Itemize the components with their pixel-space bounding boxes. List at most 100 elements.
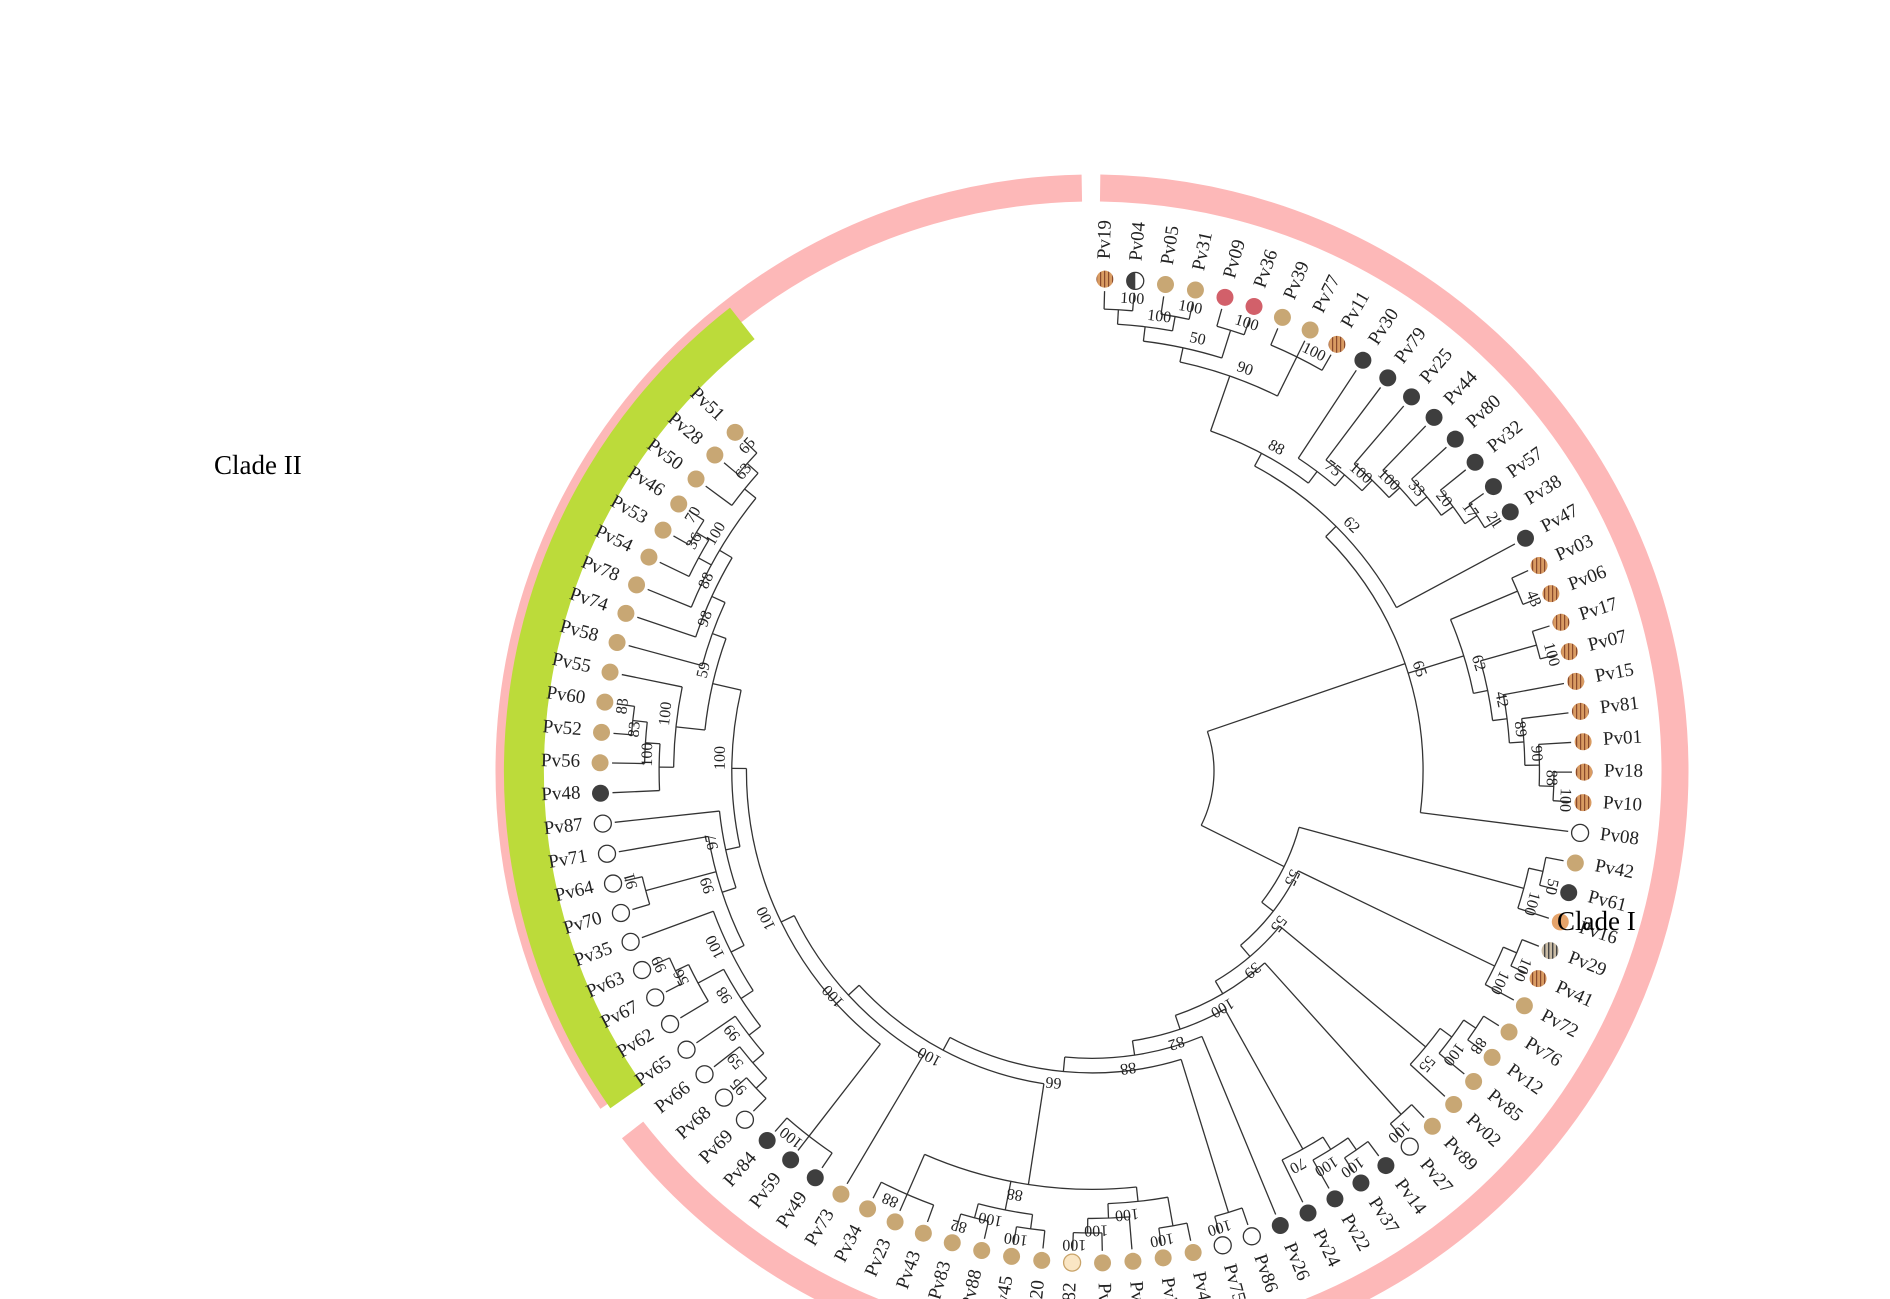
tip-marker [640,548,658,566]
tip-label: Pv24 [1308,1226,1344,1271]
branch-line [1201,1036,1277,1215]
tip-pv45: Pv45 [990,1247,1021,1299]
tip-label: Pv63 [583,967,627,1002]
tip-marker [1096,270,1114,288]
branch-arc [718,810,737,888]
branch-line [1174,1015,1181,1030]
tip-label: Pv43 [892,1248,925,1292]
tip-marker [593,814,612,833]
tip-marker [1242,1227,1261,1246]
tip-marker [714,1088,734,1107]
tip-marker [601,663,619,681]
tip-pv18: Pv18 [1575,761,1643,782]
branch-line [808,1043,881,1137]
tip-label: Pv60 [545,682,587,708]
branch-line [680,1000,709,1019]
branch-line [1186,1222,1192,1241]
branch-line [1160,296,1165,315]
tip-pv08: Pv08 [1570,823,1640,850]
tip-label: Pv07 [1586,626,1629,656]
tip-marker [1328,335,1346,353]
tip-pv06: Pv06 [1542,561,1609,603]
bootstrap-value: 100 [1233,311,1261,334]
tip-pv26: Pv26 [1271,1217,1314,1284]
tip-marker [1062,1253,1082,1272]
branch-line [1467,1039,1483,1051]
branch-line [1142,326,1146,342]
tip-marker [1560,884,1578,902]
branch-line [1409,1063,1446,1097]
tip-marker [646,988,665,1007]
tip-marker [1213,1236,1232,1255]
tip-marker [1184,1243,1202,1261]
branch-line [1167,1197,1174,1226]
branch-line [675,964,689,972]
branch-line [752,1098,767,1112]
branch-line [665,983,683,993]
tip-marker [1501,503,1519,521]
tip-marker [617,604,635,622]
bootstrap-value: 90 [1235,358,1256,379]
branch-line [711,595,726,604]
tip-marker [886,1213,904,1231]
branch-line [1298,826,1524,889]
tip-label: Pv19 [1094,220,1116,260]
branch-line [1131,1040,1136,1056]
branch-arc [949,1036,1182,1074]
tip-pv31: Pv31 [1186,230,1217,299]
tip-label: Pv44 [1440,366,1483,409]
tip-marker [603,874,623,893]
tip-pv63: Pv63 [583,960,652,1003]
bootstrap-value: 100 [639,743,656,767]
tip-label: Pv17 [1577,593,1621,625]
branch-line [1521,939,1540,947]
branch-line [1484,517,1501,529]
branch-arc [673,686,683,768]
tip-marker [1186,281,1204,299]
tip-label: Pv84 [719,1147,761,1191]
branch-line [1179,347,1184,363]
bootstrap-value: 100 [1520,890,1543,918]
branch-line [1511,569,1529,579]
branch-line [696,1015,736,1044]
tip-marker [1570,823,1590,843]
branch-line [1027,1083,1045,1185]
branch-line [1171,316,1176,331]
branch-line [1522,597,1540,606]
tip-pv71: Pv71 [547,844,617,873]
branch-line [1216,308,1223,327]
tip-label: Pv57 [1503,443,1547,483]
tip-marker [628,576,646,594]
bootstrap-value: 100 [1120,290,1145,308]
bootstrap-value: 100 [819,981,848,1010]
tip-pv78: Pv78 [578,552,646,594]
branch-arc [1449,619,1475,694]
branch-line [624,876,643,882]
tip-pv52: Pv52 [542,716,611,741]
branch-line [613,732,632,736]
tip-marker [1446,430,1464,448]
clade-i-label: Clade I [1557,906,1636,936]
bootstrap-value: 83 [613,697,632,715]
tip-label: Pv14 [1390,1175,1430,1219]
branch-line [673,535,690,546]
tip-label: Pv13 [1094,1283,1116,1299]
tip-label: Pv02 [1462,1110,1505,1152]
tip-marker [1423,1117,1441,1135]
tip-marker [608,634,626,652]
tip-label: Pv67 [597,996,641,1033]
bootstrap-value: 42 [1491,690,1511,709]
tip-label: Pv15 [1593,659,1635,687]
bootstrap-value: 82 [949,1215,969,1236]
branch-line [1281,1159,1304,1203]
branch-line [1503,946,1517,954]
branch-arc [641,876,651,905]
tip-label: Pv46 [624,462,668,501]
branch-arc [1215,925,1281,982]
bootstrap-value: 43 [1522,588,1544,609]
branch-arc [690,497,757,608]
clade-ii-band [504,307,755,1109]
tip-label: Pv04 [1125,221,1149,262]
bootstrap-value: 65 [1409,659,1430,680]
tip-marker [1245,297,1263,315]
